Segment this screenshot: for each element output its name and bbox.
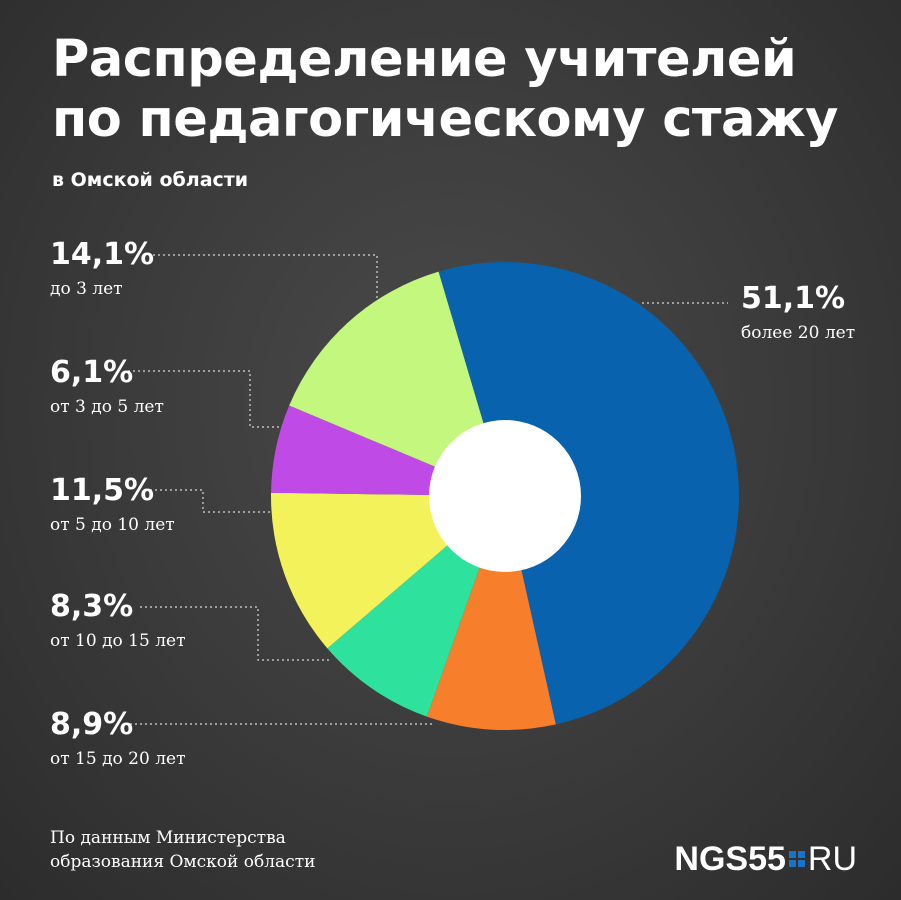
donut-hole — [429, 420, 581, 572]
leader-line-3-to-5 — [128, 370, 282, 428]
logo-squares-icon — [788, 851, 805, 867]
ngs55-logo: NGS55 RU — [674, 841, 857, 877]
label-10-to-15-caption: от 10 до 15 лет — [50, 631, 186, 651]
source-line-1: По данным Министерства — [50, 828, 286, 848]
label-10-to-15: 8,3% от 10 до 15 лет — [50, 590, 186, 652]
label-3-to-5-caption: от 3 до 5 лет — [50, 397, 164, 417]
label-more-20: 51,1% более 20 лет — [741, 282, 855, 344]
logo-main: NGS55 — [674, 840, 786, 878]
label-up-to-3: 14,1% до 3 лет — [50, 238, 154, 300]
pie-slice-1 — [438, 262, 740, 725]
label-15-to-20: 8,9% от 15 до 20 лет — [50, 708, 186, 770]
chart-title: Распределение учителей по педагогическом… — [52, 30, 838, 150]
label-3-to-5-value: 6,1% — [50, 355, 134, 390]
title-line-2: по педагогическому стажу — [52, 90, 838, 149]
chart-subtitle: в Омской области — [52, 169, 249, 191]
pie-slice-6 — [289, 271, 505, 496]
label-15-to-20-value: 8,9% — [50, 707, 134, 742]
leader-lines — [128, 254, 728, 725]
logo-suffix: RU — [807, 840, 857, 878]
title-line-1: Распределение учителей — [52, 30, 797, 89]
label-more-20-caption: более 20 лет — [741, 323, 856, 343]
label-more-20-value: 51,1% — [741, 281, 846, 316]
label-5-to-10: 11,5% от 5 до 10 лет — [50, 474, 175, 536]
leader-line-5-to-10 — [150, 489, 272, 513]
label-5-to-10-caption: от 5 до 10 лет — [50, 515, 175, 535]
label-3-to-5: 6,1% от 3 до 5 лет — [50, 356, 164, 418]
source-line-2: образования Омской области — [50, 852, 316, 872]
label-10-to-15-value: 8,3% — [50, 589, 134, 624]
source-note: По данным Министерства образования Омско… — [50, 826, 315, 874]
leader-line-up-to-3 — [153, 254, 378, 300]
label-up-to-3-caption: до 3 лет — [50, 279, 123, 299]
pie-slice-2 — [426, 496, 556, 731]
label-up-to-3-value: 14,1% — [50, 237, 155, 272]
label-15-to-20-caption: от 15 до 20 лет — [50, 749, 186, 769]
label-5-to-10-value: 11,5% — [50, 473, 155, 508]
leader-line-10-to-15 — [140, 606, 330, 661]
